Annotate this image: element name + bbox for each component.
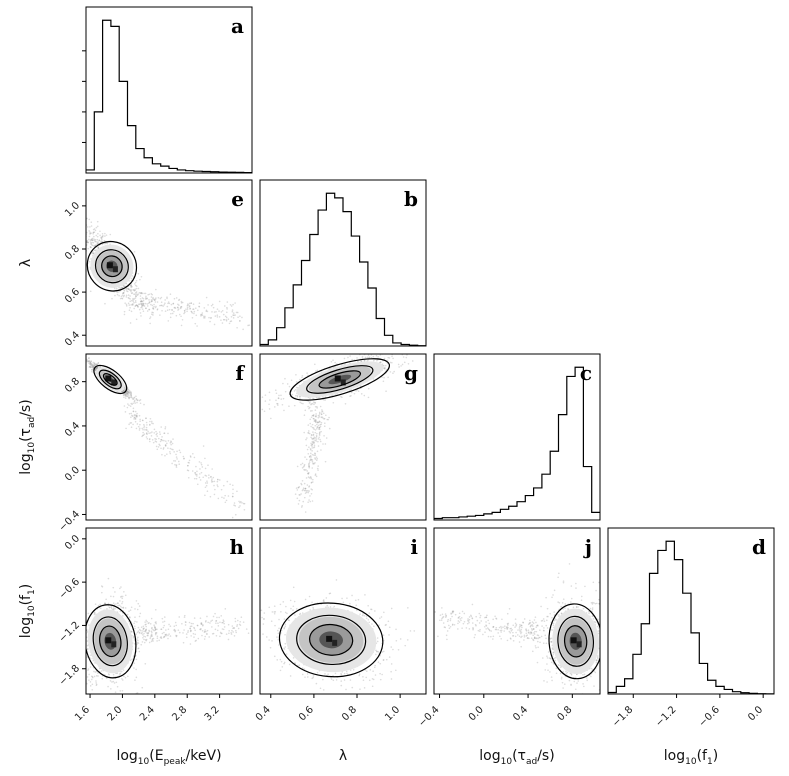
contour — [306, 365, 374, 394]
panel-letter-c: c — [580, 361, 592, 385]
contour — [98, 369, 122, 390]
panel-frame — [259, 179, 427, 347]
x-axis-label-2: log10(τad/s) — [479, 748, 554, 767]
x-tick-label: 2.4 — [138, 704, 157, 723]
contour — [99, 625, 122, 658]
contour — [563, 625, 588, 658]
panel-e: e — [85, 179, 253, 347]
histogram-b — [260, 192, 426, 347]
scatter-e — [86, 217, 251, 331]
x-axis-label-0: log10(Epeak/keV) — [116, 748, 221, 767]
x-tick-label: 0.4 — [511, 704, 530, 723]
panel-letter-b: b — [404, 187, 418, 211]
y-axis-label-3: log10(f1) — [18, 584, 37, 638]
panel-frame — [85, 6, 253, 174]
y-tick-label: −1.8 — [57, 663, 82, 688]
x-tick-label: −0.6 — [697, 704, 722, 729]
panel-letter-h: h — [229, 535, 244, 559]
panel-letter-e: e — [231, 187, 244, 211]
panel-d: d — [607, 527, 775, 695]
contour — [93, 364, 128, 395]
y-axis-label-2: log10(τad/s) — [18, 399, 37, 474]
contour — [94, 249, 129, 284]
panel-letter-i: i — [410, 535, 418, 559]
panel-b: b — [259, 179, 427, 347]
contour — [92, 616, 128, 667]
contour — [318, 370, 362, 389]
x-tick-label: 0.8 — [555, 704, 574, 723]
y-tick-label: 1.0 — [63, 200, 82, 219]
scatter-g — [261, 354, 414, 513]
panel-letter-a: a — [231, 14, 244, 38]
x-axis-label-1: λ — [339, 748, 347, 764]
contour — [102, 373, 118, 386]
x-tick-label: 0.4 — [254, 704, 273, 723]
y-tick-label: 0.8 — [63, 376, 82, 395]
x-tick-label: −0.4 — [417, 704, 442, 729]
contour — [278, 602, 384, 678]
contour — [309, 623, 354, 656]
scatter-f — [86, 356, 246, 519]
panel-f: f — [85, 353, 253, 521]
y-tick-label: 0.0 — [63, 533, 82, 552]
scatter-h — [86, 577, 250, 694]
panel-letter-d: d — [752, 535, 766, 559]
panel-frame — [85, 527, 253, 695]
x-tick-label: 1.6 — [73, 704, 92, 723]
y-tick-label: −0.6 — [57, 576, 82, 601]
panel-frame — [259, 353, 427, 521]
x-tick-label: 0.0 — [746, 704, 765, 723]
x-tick-label: 1.0 — [383, 704, 402, 723]
contour — [296, 614, 367, 666]
contour — [548, 603, 600, 680]
x-tick-label: 3.2 — [203, 704, 222, 723]
contour — [86, 240, 138, 292]
contour — [289, 358, 391, 401]
panel-frame — [85, 353, 253, 521]
contour — [86, 604, 137, 679]
y-tick-label: 0.4 — [63, 330, 82, 349]
y-tick-label: 0.6 — [63, 286, 82, 305]
panel-c: c — [433, 353, 601, 521]
y-axis-label-1: λ — [18, 259, 34, 267]
panel-frame — [433, 527, 601, 695]
x-tick-label: 2.8 — [170, 704, 189, 723]
panel-frame — [607, 527, 775, 695]
panel-letter-f: f — [235, 361, 245, 385]
panel-a: a — [82, 6, 253, 174]
panel-frame — [259, 527, 427, 695]
panel-j: j — [433, 527, 601, 695]
panel-h: h — [85, 527, 253, 695]
y-tick-label: −1.2 — [57, 620, 82, 645]
y-tick-label: 0.8 — [63, 243, 82, 262]
panel-letter-g: g — [404, 361, 418, 385]
contour — [101, 255, 123, 278]
panel-frame — [433, 353, 601, 521]
contour — [557, 615, 595, 667]
x-tick-label: 2.0 — [106, 704, 125, 723]
scatter-j — [434, 563, 600, 694]
x-tick-label: −1.8 — [610, 704, 635, 729]
panel-g: g — [259, 353, 427, 521]
histogram-a — [86, 19, 252, 174]
y-tick-label: 0.0 — [63, 465, 82, 484]
panel-letter-j: j — [583, 535, 592, 559]
x-tick-label: 0.8 — [340, 704, 359, 723]
y-tick-label: 0.4 — [63, 420, 82, 439]
x-tick-label: 0.0 — [467, 704, 486, 723]
x-axis-label-3: log10(f1) — [664, 748, 718, 767]
y-tick-label: −0.4 — [57, 509, 82, 534]
panel-frame — [85, 179, 253, 347]
panel-i: i — [259, 527, 427, 695]
x-tick-label: −1.2 — [654, 704, 679, 729]
scatter-i — [260, 579, 416, 691]
x-tick-label: 0.6 — [297, 704, 316, 723]
histogram-d — [608, 540, 774, 695]
histogram-c — [434, 366, 600, 520]
